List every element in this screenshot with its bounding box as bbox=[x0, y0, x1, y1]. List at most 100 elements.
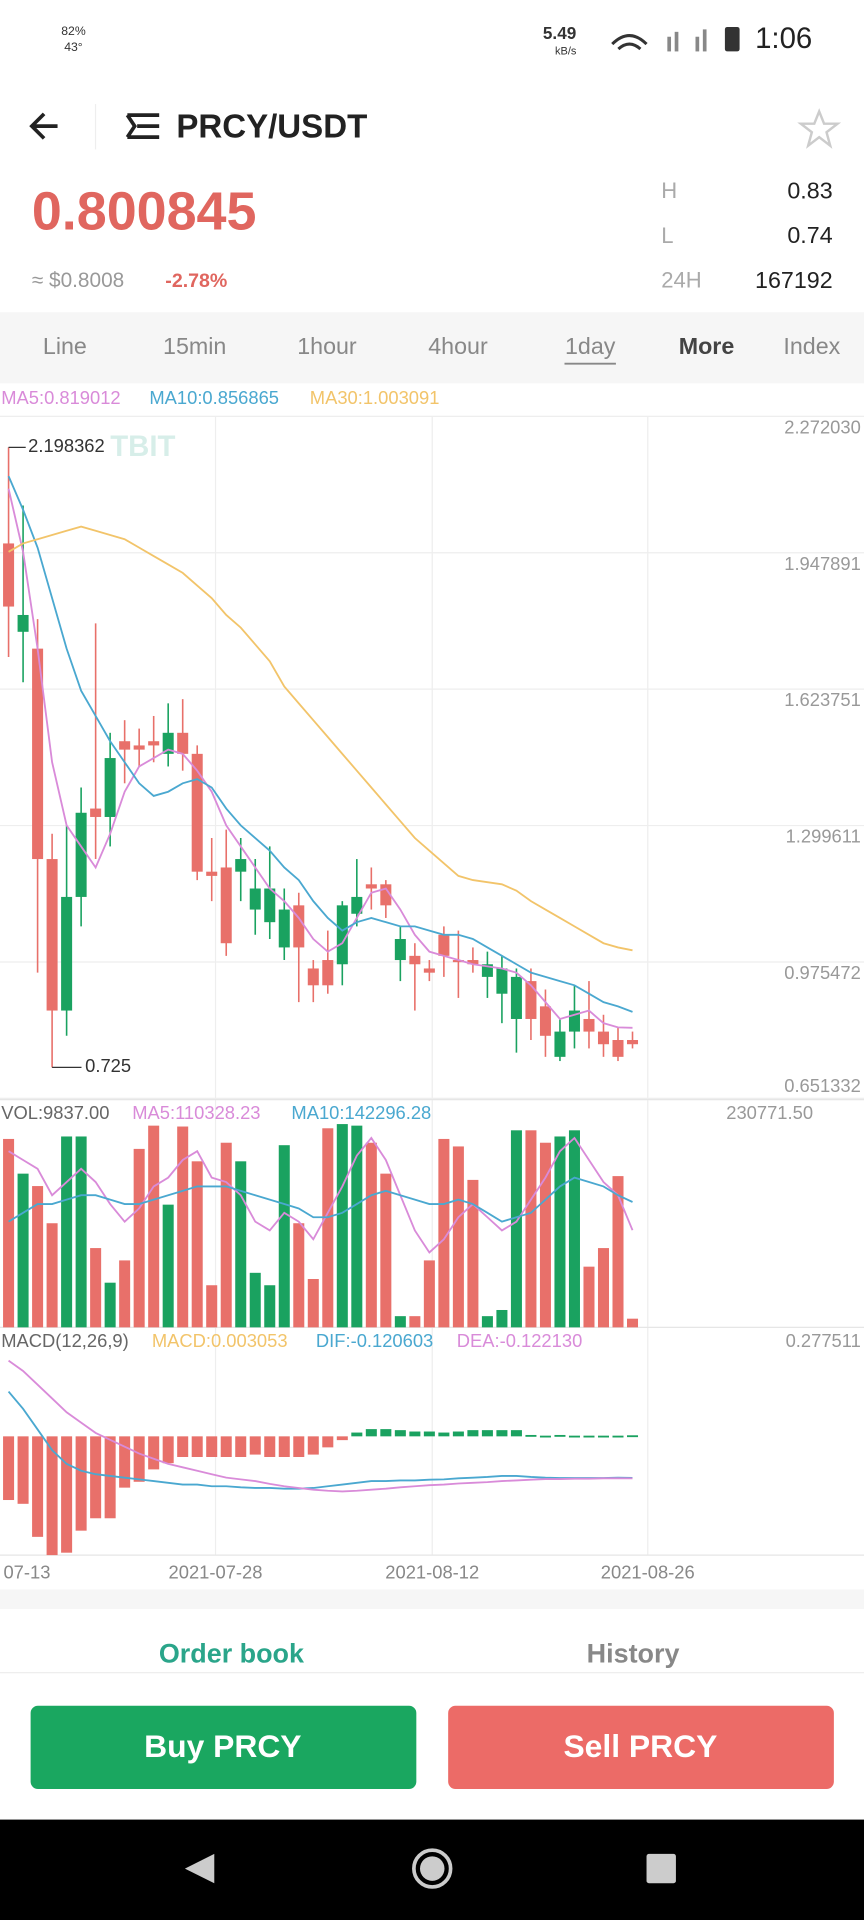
volume-bar bbox=[3, 1138, 15, 1328]
sell-button-label[interactable]: Sell PRCY bbox=[563, 1728, 717, 1764]
volume-bar bbox=[133, 1148, 145, 1328]
stat-label: 24H bbox=[661, 267, 701, 292]
clock: 1:06 bbox=[755, 22, 812, 55]
volume-bar bbox=[568, 1130, 580, 1328]
period-tab[interactable]: Index bbox=[783, 333, 840, 359]
macd-bar bbox=[496, 1430, 508, 1437]
order-book-tab[interactable]: Order book bbox=[159, 1639, 304, 1669]
candle-body bbox=[539, 1006, 551, 1036]
nav-home[interactable] bbox=[412, 1848, 453, 1889]
period-tab[interactable]: 1day bbox=[565, 333, 616, 359]
macd-bar bbox=[32, 1436, 44, 1537]
candle-body bbox=[32, 648, 44, 860]
signal-icon bbox=[674, 31, 679, 52]
candle-body bbox=[510, 976, 522, 1019]
y-tick-label: 2.272030 bbox=[784, 416, 861, 437]
back-button[interactable] bbox=[29, 112, 58, 140]
candle-body bbox=[278, 909, 290, 948]
macd-bar bbox=[104, 1436, 116, 1519]
macd-bar bbox=[583, 1435, 595, 1438]
candle-body bbox=[3, 543, 15, 607]
macd-bar bbox=[307, 1436, 319, 1455]
macd-bar bbox=[177, 1436, 189, 1457]
candle-body bbox=[380, 884, 392, 906]
macd-bar bbox=[90, 1436, 102, 1519]
stat-value: 0.83 bbox=[787, 177, 832, 203]
macd-bar bbox=[627, 1435, 639, 1438]
candle-body bbox=[322, 960, 334, 986]
volume-bar bbox=[423, 1260, 435, 1328]
volume-bar bbox=[438, 1138, 450, 1328]
buy-button-label[interactable]: Buy PRCY bbox=[144, 1728, 301, 1764]
macd-bar bbox=[568, 1435, 580, 1438]
max-label: 2.198362 bbox=[28, 435, 105, 456]
volume-bar bbox=[32, 1186, 44, 1328]
volume-ma-line bbox=[8, 1136, 634, 1254]
period-tab[interactable]: 1hour bbox=[297, 333, 357, 359]
candle-body bbox=[467, 960, 479, 965]
volume-bar bbox=[322, 1128, 334, 1328]
period-tab[interactable]: More bbox=[679, 333, 735, 359]
history-tab[interactable]: History bbox=[587, 1639, 680, 1669]
stat-value: 167192 bbox=[755, 267, 833, 293]
tab-bar bbox=[0, 312, 864, 384]
stat-label: L bbox=[661, 223, 673, 248]
macd-bar bbox=[409, 1431, 421, 1437]
legend-ma10: MA10:0.856865 bbox=[149, 387, 279, 408]
period-tab[interactable]: 4hour bbox=[428, 333, 488, 359]
candle-body bbox=[220, 867, 232, 944]
volume-bar bbox=[220, 1142, 232, 1328]
period-tab[interactable]: Line bbox=[43, 333, 87, 359]
legend-ma5: MA5:0.819012 bbox=[1, 387, 120, 408]
macd-bar bbox=[220, 1436, 232, 1457]
macd-bar bbox=[380, 1429, 392, 1437]
volume-bar bbox=[394, 1316, 406, 1328]
volume-bar bbox=[264, 1285, 276, 1328]
period-tab[interactable]: 15min bbox=[163, 333, 226, 359]
macd-bar bbox=[365, 1429, 377, 1437]
y-tick-label: 1.299611 bbox=[786, 826, 861, 847]
x-tick-label: 2021-07-28 bbox=[169, 1561, 263, 1582]
candle-body bbox=[46, 859, 58, 1011]
buy-button[interactable] bbox=[30, 1705, 417, 1789]
volume-bar bbox=[583, 1266, 595, 1328]
macd-bar bbox=[438, 1432, 450, 1437]
macd-legend: DIF:-0.120603 bbox=[316, 1330, 433, 1351]
volume-bar bbox=[554, 1136, 566, 1328]
pair-title: PRCY/USDT bbox=[176, 108, 367, 145]
volume-bar bbox=[46, 1223, 58, 1328]
favorite-star[interactable] bbox=[797, 108, 842, 149]
volume-bar bbox=[75, 1136, 87, 1328]
volume-bar bbox=[249, 1272, 261, 1328]
volume-bar bbox=[510, 1130, 522, 1328]
candle-body bbox=[438, 934, 450, 956]
menu-icon[interactable] bbox=[125, 113, 160, 139]
volume-bar bbox=[627, 1318, 639, 1328]
divider bbox=[0, 1589, 864, 1609]
y-tick-label: 0.651332 bbox=[784, 1075, 861, 1096]
macd-bar bbox=[554, 1434, 566, 1437]
x-tick-label: 2021-08-12 bbox=[385, 1561, 479, 1582]
macd-max-label: 0.277511 bbox=[786, 1330, 861, 1351]
macd-bar bbox=[75, 1436, 87, 1531]
macd-legend: DEA:-0.122130 bbox=[457, 1330, 583, 1351]
candle-body bbox=[90, 808, 102, 817]
macd-bar bbox=[162, 1436, 174, 1464]
macd-bar bbox=[481, 1430, 493, 1437]
nav-back[interactable] bbox=[184, 1853, 215, 1884]
nav-recent[interactable] bbox=[646, 1853, 676, 1884]
sell-button[interactable] bbox=[448, 1705, 834, 1789]
volume-bar bbox=[162, 1204, 174, 1328]
stat-label: H bbox=[661, 178, 677, 203]
macd-bar bbox=[235, 1436, 247, 1457]
macd-line bbox=[7, 1391, 633, 1490]
candle-body bbox=[409, 955, 421, 965]
volume-bar bbox=[380, 1173, 392, 1328]
volume-bar bbox=[177, 1126, 189, 1328]
volume-bar bbox=[496, 1309, 508, 1328]
volume-bar bbox=[365, 1142, 377, 1328]
macd-bar bbox=[46, 1436, 58, 1556]
volume-bar bbox=[481, 1316, 493, 1328]
macd-bar bbox=[293, 1436, 305, 1457]
battery-indicator: 82% bbox=[61, 24, 86, 38]
